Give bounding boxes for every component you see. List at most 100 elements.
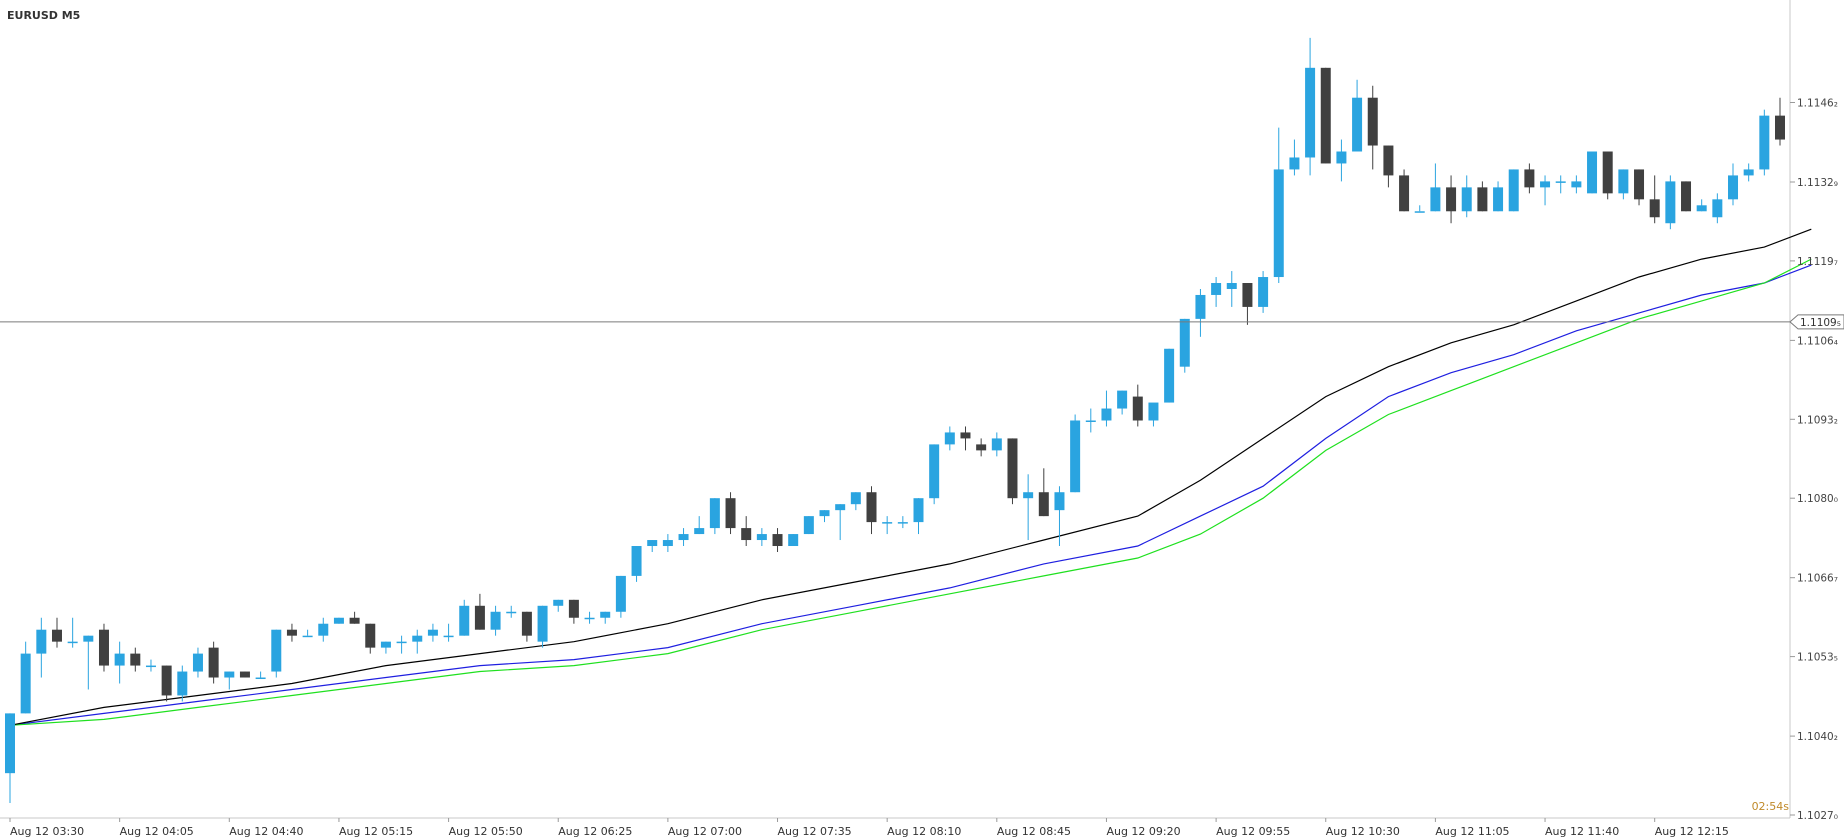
candle	[819, 510, 830, 523]
candle-body	[1289, 157, 1300, 170]
candle	[568, 599, 579, 624]
candle	[1273, 127, 1284, 284]
symbol-title: EURUSD M5	[7, 9, 81, 22]
candle	[788, 534, 799, 547]
candle-body	[537, 605, 548, 642]
candle	[427, 623, 438, 642]
price-axis[interactable]: 1.1146₂ 1.1132₉ 1.1119₇ 1.1106₄ 1.1093₂ 1.108…	[1790, 97, 1838, 822]
candle	[302, 629, 313, 638]
candle-body	[725, 498, 736, 529]
candle	[271, 629, 282, 678]
candle-body	[490, 611, 501, 630]
candle	[1132, 384, 1143, 427]
candle	[1242, 283, 1253, 325]
candle	[866, 486, 877, 535]
bar-countdown: 02:54s	[1751, 800, 1789, 813]
candle-body	[709, 498, 720, 529]
candle	[694, 516, 705, 535]
candle-body	[1305, 67, 1316, 158]
x-tick-label: Aug 12 08:45	[997, 825, 1071, 838]
candle-body	[20, 653, 31, 714]
candle	[678, 528, 689, 547]
candle	[396, 635, 407, 654]
x-tick-label: Aug 12 05:50	[449, 825, 523, 838]
ma-blue-line	[9, 264, 1812, 726]
candle-body	[443, 635, 454, 638]
candle	[1681, 181, 1692, 212]
candle	[1211, 277, 1222, 307]
x-tick-label: Aug 12 07:35	[778, 825, 852, 838]
candle	[709, 498, 720, 535]
candle	[850, 492, 861, 511]
candle	[192, 647, 203, 678]
candle-body	[177, 671, 188, 696]
candle-body	[819, 510, 830, 517]
candle-body	[1383, 145, 1394, 176]
candle	[98, 623, 109, 672]
x-tick-label: Aug 12 11:05	[1435, 825, 1509, 838]
candle-body	[521, 611, 532, 636]
candle-body	[98, 629, 109, 666]
candle-body	[1681, 181, 1692, 212]
candle	[1007, 438, 1018, 505]
candle-body	[286, 629, 297, 636]
candle	[67, 617, 78, 648]
candle	[1555, 175, 1566, 194]
candle-body	[678, 534, 689, 541]
candle-body	[1101, 408, 1112, 421]
candle	[1336, 139, 1347, 182]
x-tick-label: Aug 12 04:40	[229, 825, 303, 838]
candle	[1085, 408, 1096, 433]
candle-body	[1320, 67, 1331, 164]
x-tick-label: Aug 12 07:00	[668, 825, 742, 838]
candle-body	[302, 635, 313, 638]
price-tag-label: 1.1109₅	[1800, 317, 1841, 329]
candle	[255, 671, 266, 680]
candle-body	[474, 605, 485, 630]
candle-body	[662, 540, 673, 547]
candle	[1054, 486, 1065, 547]
candle-body	[333, 617, 344, 624]
candle-body	[1524, 169, 1535, 188]
candle	[5, 713, 15, 804]
candle-body	[1587, 151, 1598, 194]
candle	[1258, 271, 1269, 313]
time-axis[interactable]: Aug 12 03:30 Aug 12 04:05 Aug 12 04:40 Aug …	[9, 818, 1729, 838]
candle	[1101, 390, 1112, 427]
candle-body	[145, 665, 156, 668]
candle-body	[631, 546, 642, 576]
candle	[1430, 163, 1441, 212]
candle-body	[882, 522, 893, 524]
candle	[1446, 175, 1457, 224]
x-tick-label: Aug 12 05:15	[339, 825, 413, 838]
candle-body	[1602, 151, 1613, 194]
y-tick-label: 1.1066₇	[1797, 573, 1838, 585]
candle	[1743, 163, 1754, 182]
candle	[145, 659, 156, 672]
candle-body	[1336, 151, 1347, 164]
candle-body	[1070, 420, 1081, 493]
candle	[1728, 163, 1739, 206]
candle-body	[1164, 348, 1175, 403]
candle	[1414, 205, 1425, 213]
candle	[1540, 175, 1551, 206]
candle-body	[1023, 492, 1034, 499]
candle-body	[850, 492, 861, 505]
candle-body	[1242, 283, 1253, 307]
candle	[1665, 175, 1676, 230]
y-tick-label: 1.1106₄	[1797, 335, 1838, 347]
candle	[474, 593, 485, 630]
candle-body	[991, 438, 1002, 451]
candle-body	[36, 629, 47, 654]
candle-body	[427, 629, 438, 636]
candle	[1634, 169, 1645, 206]
candle-body	[114, 653, 125, 666]
candle-body	[1712, 199, 1723, 218]
candle-body	[866, 492, 877, 523]
candle	[1179, 318, 1190, 373]
candle	[1618, 169, 1629, 200]
candle	[1305, 37, 1316, 176]
candle-body	[1007, 438, 1018, 499]
candle-body	[584, 617, 595, 620]
